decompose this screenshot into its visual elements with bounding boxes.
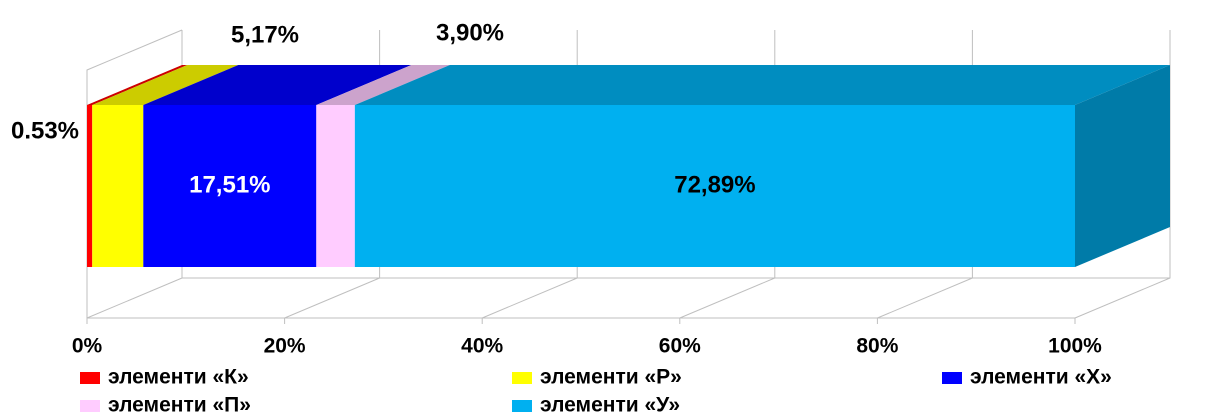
bar-top xyxy=(92,65,239,105)
legend-label: элементи «К» xyxy=(108,366,249,389)
x-tick-label: 100% xyxy=(1048,335,1102,358)
x-tick-label: 80% xyxy=(856,335,898,358)
bar-top xyxy=(87,65,188,105)
bar xyxy=(143,105,317,267)
data-label: 5,17% xyxy=(231,21,299,48)
x-tick-label: 60% xyxy=(659,335,701,358)
bar-side xyxy=(1075,65,1170,267)
legend-label: элементи «У» xyxy=(540,394,680,415)
bar-top xyxy=(316,65,450,105)
legend-swatch xyxy=(512,400,532,412)
bar xyxy=(354,105,1075,267)
bar-top xyxy=(143,65,412,105)
legend-label: элементи «Х» xyxy=(970,366,1112,389)
bar xyxy=(87,105,93,267)
data-label: 17,51% xyxy=(189,171,270,198)
x-tick-label: 20% xyxy=(264,335,306,358)
legend-swatch xyxy=(942,372,962,384)
data-label: 0.53% xyxy=(11,117,79,144)
x-tick-label: 0% xyxy=(72,335,103,358)
bar-top xyxy=(354,65,1170,105)
data-label: 3,90% xyxy=(436,19,504,46)
legend-label: элементи «Р» xyxy=(540,366,682,389)
bar xyxy=(92,105,144,267)
legend-swatch xyxy=(80,400,100,412)
bar xyxy=(316,105,355,267)
legend-swatch xyxy=(512,372,532,384)
x-tick-label: 40% xyxy=(461,335,503,358)
data-label: 72,89% xyxy=(674,171,755,198)
legend-swatch xyxy=(80,372,100,384)
legend-label: элементи «П» xyxy=(108,394,251,415)
